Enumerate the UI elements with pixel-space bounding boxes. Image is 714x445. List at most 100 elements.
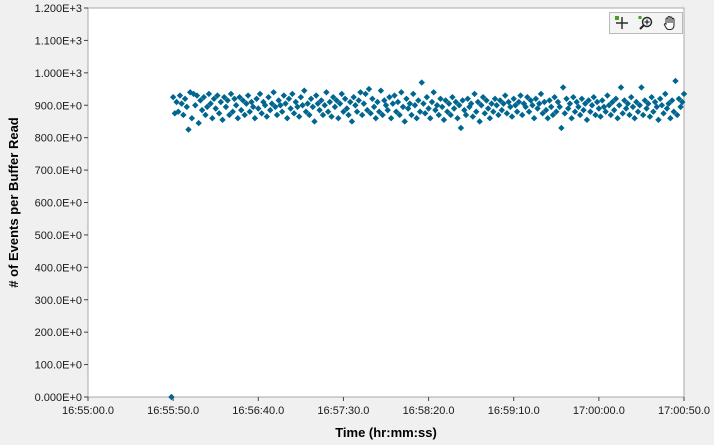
data-point (423, 93, 431, 101)
data-point (568, 115, 575, 122)
data-point (602, 108, 609, 115)
data-point (335, 115, 342, 122)
data-point (389, 100, 397, 107)
data-point (198, 106, 206, 114)
data-point (491, 95, 499, 102)
data-point (670, 108, 677, 115)
data-point (212, 105, 219, 112)
data-point (226, 111, 233, 119)
data-point (331, 103, 339, 111)
data-point (605, 102, 613, 109)
data-point (628, 93, 635, 101)
data-point (629, 103, 637, 111)
data-point (680, 90, 688, 98)
data-point (576, 111, 584, 119)
data-point (202, 111, 209, 119)
data-point (267, 106, 274, 114)
data-point (447, 111, 454, 119)
data-point (195, 119, 202, 127)
data-point (253, 95, 260, 102)
x-axis: 16:55:00.0 16:55:50.0 16:56:40.0 16:57:30.0… (62, 397, 710, 417)
data-point (604, 92, 611, 99)
y-tick-label: 800.0E+0 (35, 133, 82, 145)
data-point (675, 95, 683, 102)
data-point (364, 106, 371, 114)
data-point (234, 115, 242, 122)
data-point (336, 100, 344, 107)
data-point (238, 106, 245, 114)
data-point (663, 105, 671, 112)
data-point (672, 77, 679, 85)
plot-area[interactable] (87, 7, 685, 398)
data-point (312, 92, 320, 99)
data-point (587, 108, 594, 115)
data-point (445, 100, 453, 107)
data-point (285, 95, 293, 102)
y-tick-label: 600.0E+0 (35, 198, 82, 210)
data-point (260, 98, 267, 106)
data-point (251, 115, 259, 122)
data-point (515, 98, 523, 106)
y-tick-label: 900.0E+0 (35, 100, 82, 112)
data-point (411, 102, 419, 109)
zoom-tool-button[interactable] (636, 14, 656, 32)
data-point (449, 93, 456, 101)
data-point (541, 98, 548, 106)
data-point (180, 111, 187, 119)
data-point (299, 102, 306, 109)
data-point (457, 124, 465, 132)
data-point (546, 97, 553, 104)
pan-tool-button[interactable] (660, 14, 680, 32)
data-point (578, 95, 586, 102)
data-point (597, 113, 604, 120)
data-point (554, 98, 562, 106)
data-point (278, 108, 286, 115)
data-point (183, 103, 190, 111)
data-point (185, 126, 192, 133)
data-point (362, 90, 369, 98)
y-tick-label: 1.200E+3 (35, 3, 82, 15)
data-point (558, 124, 565, 132)
data-point (438, 103, 446, 111)
data-point (539, 110, 546, 117)
data-point (619, 110, 626, 117)
data-point (673, 111, 681, 119)
data-point (483, 97, 490, 104)
data-point (484, 105, 492, 112)
data-point (340, 108, 347, 115)
data-point (248, 98, 255, 106)
data-point (599, 97, 606, 104)
data-point (416, 108, 424, 115)
data-point (207, 100, 214, 107)
data-point (556, 103, 563, 111)
data-point (435, 111, 442, 119)
data-point (433, 102, 441, 109)
data-point (621, 97, 628, 104)
data-point (490, 108, 497, 115)
data-point (204, 103, 211, 111)
data-point (565, 105, 572, 112)
data-point (175, 108, 182, 115)
data-point (495, 111, 502, 119)
data-point (462, 111, 470, 119)
data-point (478, 102, 485, 109)
hand-icon (663, 15, 675, 30)
data-point (200, 93, 207, 101)
data-point (287, 105, 294, 112)
data-point (367, 110, 374, 117)
cursor-move-tool-button[interactable] (612, 14, 632, 32)
data-point (290, 110, 298, 117)
data-point (304, 100, 311, 107)
x-tick-label: 16:58:20.0 (403, 405, 455, 417)
data-point (665, 100, 672, 107)
data-point (500, 100, 507, 107)
data-point (517, 92, 524, 99)
data-point (365, 85, 373, 93)
data-point (437, 95, 444, 102)
data-point (243, 100, 250, 107)
data-point (297, 93, 305, 101)
data-point (636, 102, 643, 109)
data-point (256, 90, 264, 98)
data-point (481, 110, 488, 117)
